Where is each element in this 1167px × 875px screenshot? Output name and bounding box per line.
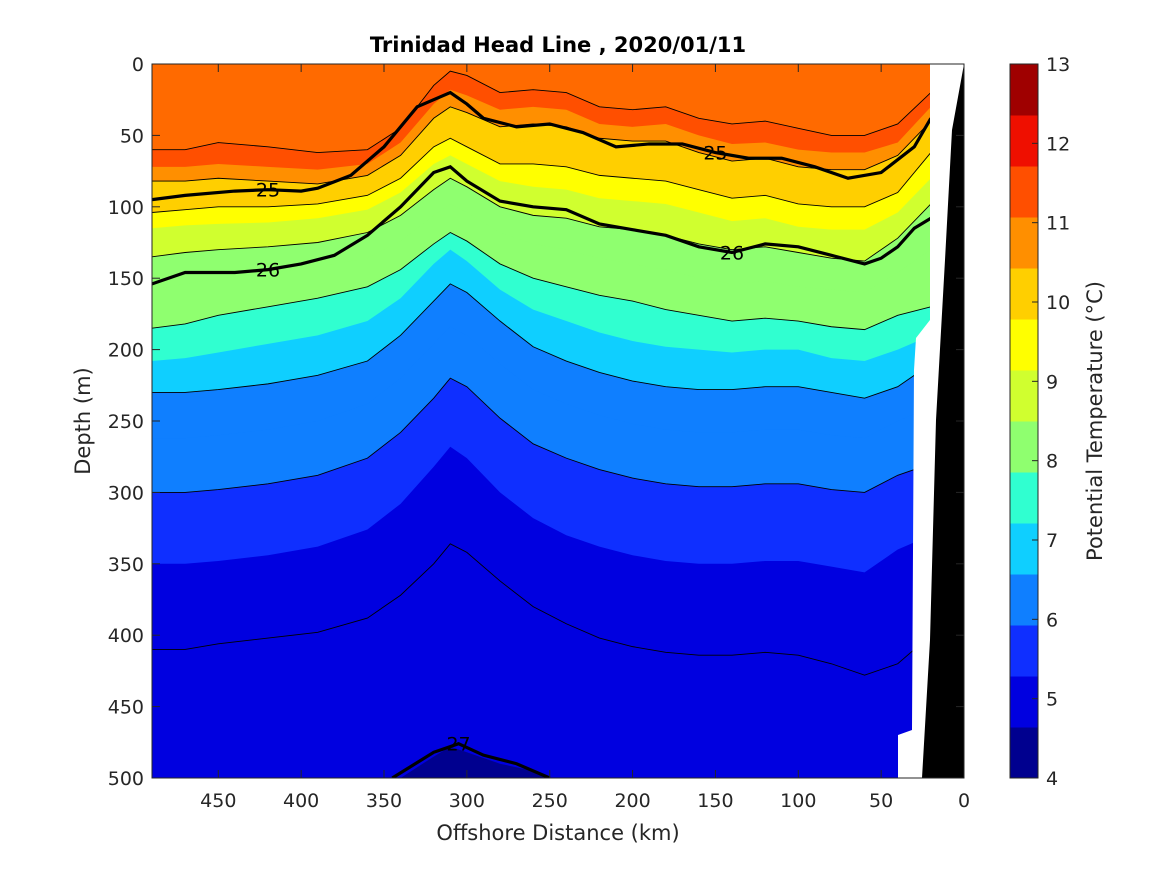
y-tick-label: 50 <box>120 125 144 147</box>
colorbar-swatch <box>1010 370 1038 422</box>
x-axis: 450 400 350 300 250 200 150 100 50 0 <box>200 64 970 812</box>
colorbar-tick-label: 7 <box>1046 530 1058 552</box>
isotherm-line-9 <box>152 177 932 262</box>
density-label-26: 26 <box>256 260 280 282</box>
y-tick-label: 150 <box>108 268 144 290</box>
x-tick-label: 50 <box>869 790 893 812</box>
density-label-25: 25 <box>256 180 280 202</box>
isotherm-line-7 <box>152 283 932 399</box>
colorbar-tick-label: 6 <box>1046 609 1058 631</box>
y-tick-label: 350 <box>108 554 144 576</box>
density-label-25: 25 <box>703 143 727 165</box>
colorbar-swatch <box>1010 472 1038 524</box>
colorbar-tick-label: 8 <box>1046 451 1058 473</box>
colorbar-swatch <box>1010 115 1038 167</box>
colorbar-swatch <box>1010 574 1038 626</box>
x-tick-label: 0 <box>958 790 970 812</box>
y-tick-label: 500 <box>108 768 144 790</box>
y-tick-label: 400 <box>108 625 144 647</box>
x-tick-label: 250 <box>532 790 568 812</box>
x-axis-label: Offshore Distance (km) <box>436 821 679 845</box>
colorbar-tick-label: 13 <box>1046 54 1070 76</box>
y-tick-label: 0 <box>132 54 144 76</box>
x-tick-label: 450 <box>200 790 236 812</box>
y-tick-label: 450 <box>108 697 144 719</box>
colorbar-label: Potential Temperature (°C) <box>1083 281 1107 561</box>
colorbar-swatch <box>1010 676 1038 728</box>
y-tick-label: 300 <box>108 482 144 504</box>
isotherm-line-6 <box>152 377 932 493</box>
density-label-26: 26 <box>720 242 744 264</box>
isotherm-line-12 <box>152 70 932 153</box>
colorbar-tick-label: 12 <box>1046 133 1070 155</box>
temperature-band-5 <box>152 543 931 778</box>
colorbar-tick-label: 9 <box>1046 371 1058 393</box>
y-tick-label: 200 <box>108 340 144 362</box>
colorbar-swatch <box>1010 625 1038 677</box>
density-contour-26 <box>152 165 932 286</box>
density-contour-lines: 25 25 26 26 27 <box>152 90 933 778</box>
temperature-contour-lines <box>152 70 932 676</box>
x-tick-label: 100 <box>780 790 816 812</box>
colorbar-swatch <box>1010 217 1038 269</box>
colorbar-frame <box>1009 63 1039 779</box>
x-tick-label: 150 <box>697 790 733 812</box>
temperature-fill-layers <box>152 71 931 778</box>
plot-area: 25 25 26 26 27 <box>152 64 964 778</box>
colorbar-swatch <box>1010 421 1038 473</box>
isotherm-line-5 <box>152 543 932 676</box>
bathymetry-shelf <box>922 64 964 778</box>
colorbar-swatch <box>1010 319 1038 371</box>
colorbar-swatch <box>1010 64 1038 116</box>
x-tick-label: 350 <box>366 790 402 812</box>
isotherm-line-8 <box>152 231 931 331</box>
colorbar: 4 5 6 7 8 9 10 11 12 13 <box>1009 54 1070 790</box>
x-tick-label: 400 <box>283 790 319 812</box>
density-contour-25 <box>152 90 933 202</box>
colorbar-swatch <box>1010 727 1038 779</box>
colorbar-tick-label: 5 <box>1046 689 1058 711</box>
colorbar-tick-label: 11 <box>1046 213 1070 235</box>
x-tick-label: 300 <box>449 790 485 812</box>
x-tick-label: 200 <box>614 790 650 812</box>
chart-title: Trinidad Head Line , 2020/01/11 <box>370 33 746 57</box>
density-contour-27 <box>391 742 551 778</box>
colorbar-tick-label: 4 <box>1046 768 1058 790</box>
y-tick-label: 100 <box>108 197 144 219</box>
density-label-27: 27 <box>446 734 470 756</box>
y-axis: 0 50 100 150 200 250 300 350 400 450 500 <box>108 54 964 790</box>
y-axis-label: Depth (m) <box>71 367 95 474</box>
colorbar-tick-label: 10 <box>1046 292 1070 314</box>
temperature-band-4.5 <box>400 746 550 778</box>
y-tick-label: 250 <box>108 411 144 433</box>
isotherm-line-10 <box>152 137 932 213</box>
colorbar-swatch <box>1010 523 1038 575</box>
colorbar-swatch <box>1010 268 1038 320</box>
colorbar-swatch <box>1010 166 1038 218</box>
